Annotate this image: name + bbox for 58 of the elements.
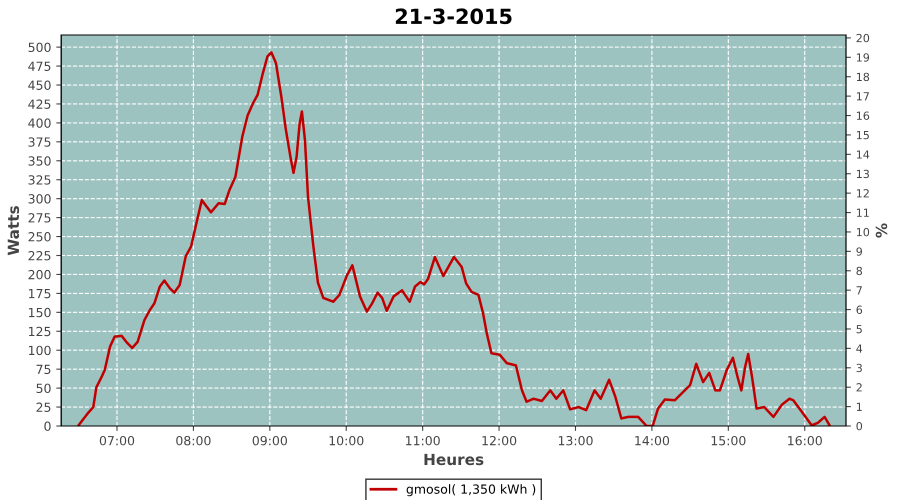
- y-tick-label: 150: [28, 308, 51, 318]
- x-tick-label: 16:00: [788, 436, 822, 446]
- x-tick-label: 08:00: [176, 436, 211, 446]
- y-tick-label: 125: [28, 326, 50, 336]
- y2-tick-label: 18: [856, 72, 870, 82]
- y2-tick-label: 8: [856, 266, 862, 276]
- y-tick-label: 275: [28, 213, 50, 223]
- y-tick-label: 200: [28, 270, 51, 280]
- y-tick-label: 50: [36, 384, 51, 394]
- x-tick-label: 10:00: [330, 436, 364, 446]
- x-tick-label: 14:00: [635, 436, 670, 446]
- y2-tick-label: 0: [856, 422, 862, 430]
- y2-tick-label: 9: [856, 247, 862, 256]
- y2-tick-label: 5: [856, 325, 862, 334]
- y2-tick-label: 7: [856, 286, 862, 294]
- y-tick-label: 300: [28, 194, 51, 204]
- y2-tick-label: 2: [856, 383, 862, 392]
- y2-tick-label: 19: [856, 53, 870, 62]
- y2-tick-label: 14: [856, 150, 870, 159]
- y-tick-label: 25: [36, 402, 50, 412]
- y2-tick-label: 3: [856, 364, 862, 372]
- y-tick-label: 325: [28, 175, 50, 185]
- y2-tick-label: 1: [856, 402, 862, 411]
- y-tick-label: 475: [28, 62, 50, 71]
- x-tick-label: 09:00: [252, 436, 287, 446]
- y-tick-label: 100: [28, 346, 51, 356]
- y2-tick-label: 13: [856, 170, 869, 178]
- y2-tick-label: 15: [856, 131, 869, 140]
- legend-label: gmosol( 1,350 kWh ): [406, 484, 536, 496]
- x-axis-title: Heures: [424, 454, 484, 466]
- line-series: [76, 51, 832, 426]
- y2-tick-label: 6: [856, 306, 862, 314]
- y-tick-label: 500: [28, 42, 51, 52]
- y2-axis-title: %: [876, 223, 888, 238]
- y2-tick-label: 4: [856, 344, 862, 353]
- x-tick-label: 12:00: [482, 436, 516, 446]
- y-tick-label: 75: [36, 364, 50, 374]
- y-tick-label: 175: [28, 289, 50, 298]
- y2-tick-label: 20: [856, 34, 870, 42]
- y2-tick-label: 10: [856, 228, 870, 236]
- y-tick-label: 250: [28, 232, 51, 242]
- x-tick-label: 15:00: [712, 436, 746, 446]
- y-tick-label: 225: [28, 250, 50, 260]
- y-tick-label: 425: [28, 99, 50, 109]
- y-tick-label: 350: [28, 156, 51, 166]
- x-tick-label: 11:00: [406, 436, 440, 446]
- y-tick-label: 400: [28, 118, 51, 128]
- y-tick-label: 0: [44, 421, 51, 431]
- x-tick-label: 13:00: [558, 436, 593, 446]
- x-tick-label: 07:00: [100, 436, 134, 446]
- y2-tick-label: 16: [856, 112, 870, 120]
- y2-tick-label: 11: [856, 208, 869, 217]
- y-tick-label: 450: [28, 80, 51, 90]
- y2-tick-label: 17: [856, 92, 869, 100]
- y2-tick-label: 12: [856, 189, 869, 198]
- y-axis-title: Watts: [8, 206, 20, 256]
- y-tick-label: 375: [28, 137, 50, 147]
- chart-title: 21-3-2015: [396, 8, 512, 24]
